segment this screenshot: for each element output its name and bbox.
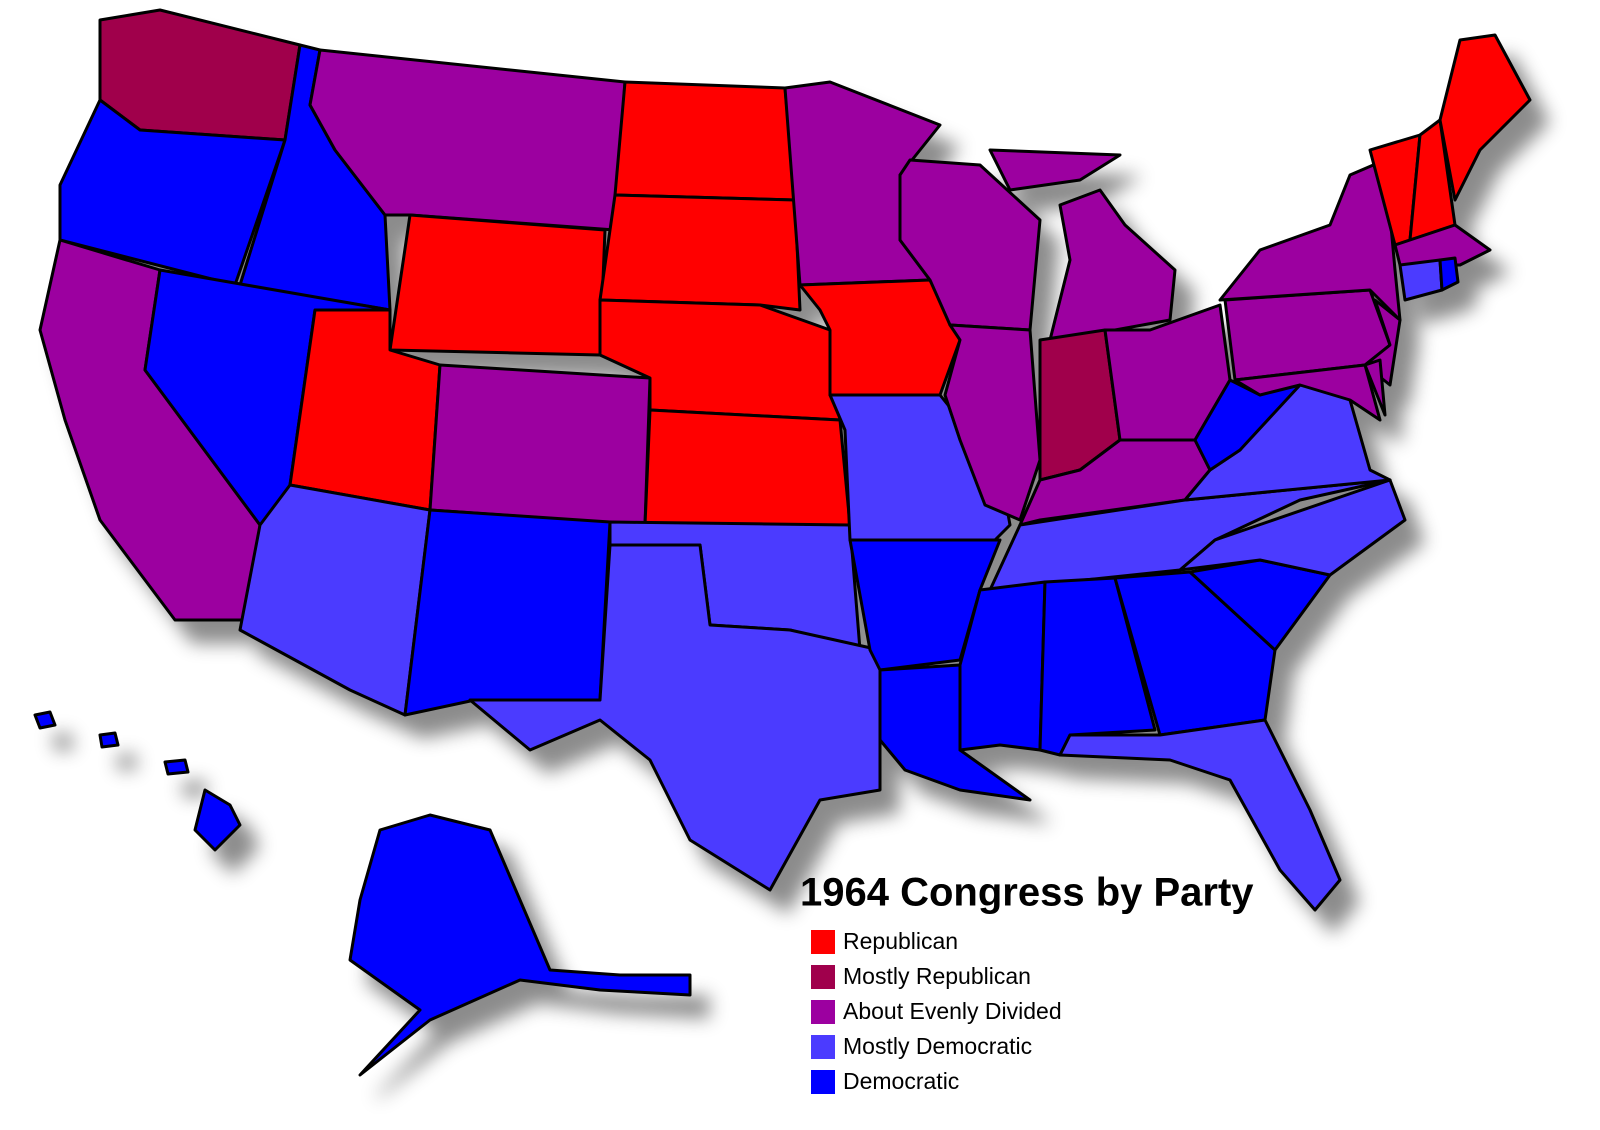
state	[388, 213, 607, 357]
legend: Republican Mostly Republican About Evenly …	[811, 928, 1062, 1094]
state	[598, 193, 802, 312]
state	[1438, 256, 1460, 292]
state	[238, 483, 432, 717]
state	[33, 710, 57, 730]
state	[1363, 358, 1387, 417]
state	[98, 8, 302, 142]
state	[643, 408, 852, 527]
state	[428, 363, 652, 527]
state	[988, 148, 1122, 192]
map-title: 1964 Congress by Party	[800, 871, 1254, 915]
legend-swatch	[811, 930, 835, 954]
state	[98, 731, 120, 749]
legend-swatch	[811, 1070, 835, 1094]
state	[193, 788, 242, 852]
state	[943, 323, 1042, 522]
state	[1393, 223, 1492, 267]
legend-label: Mostly Republican	[843, 963, 1031, 989]
legend-label: Republican	[843, 928, 958, 954]
state	[1048, 188, 1177, 342]
legend-label: Mostly Democratic	[843, 1033, 1032, 1059]
state	[1398, 258, 1444, 302]
state	[1058, 718, 1342, 912]
legend-swatch	[811, 1000, 835, 1024]
legend-swatch	[811, 965, 835, 989]
state	[1438, 33, 1532, 202]
state	[613, 80, 797, 202]
state	[468, 543, 882, 892]
states	[33, 8, 1532, 1077]
state	[403, 508, 612, 717]
legend-swatch	[811, 1035, 835, 1059]
state	[348, 813, 692, 1077]
state	[1113, 570, 1277, 737]
legend-label: Democratic	[843, 1068, 959, 1094]
legend-label: About Evenly Divided	[843, 998, 1062, 1024]
state	[163, 758, 190, 776]
